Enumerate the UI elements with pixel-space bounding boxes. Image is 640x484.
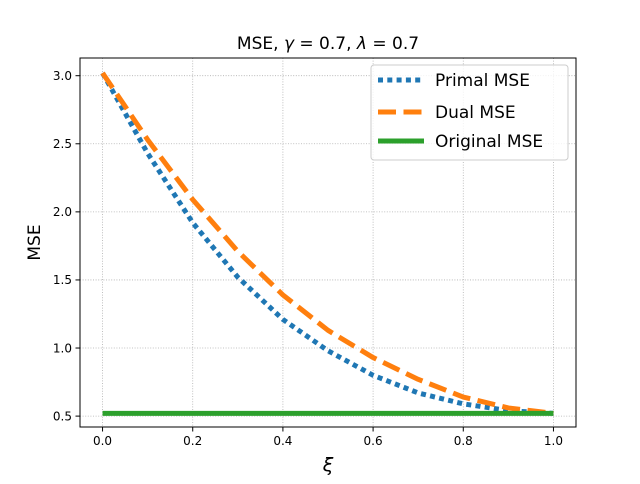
- legend-label: Original MSE: [435, 132, 543, 152]
- x-tick-label: 0.4: [273, 434, 292, 448]
- x-tick-label: 0.6: [364, 434, 383, 448]
- x-axis-label: ξ: [322, 454, 334, 476]
- x-tick-label: 0.8: [454, 434, 473, 448]
- y-tick-label: 0.5: [53, 409, 72, 423]
- x-tick-label: 1.0: [544, 434, 563, 448]
- grid-layer: [80, 58, 576, 427]
- y-tick-label: 2.0: [53, 205, 72, 219]
- legend-label: Dual MSE: [435, 103, 516, 123]
- legend-box: [370, 64, 569, 161]
- y-tick-label: 3.0: [53, 69, 72, 83]
- series-line-dual-mse: [100, 71, 554, 416]
- title-gamma-symbol: γ: [284, 34, 295, 54]
- y-tick-label: 1.5: [53, 273, 72, 287]
- y-tick-label: 1.0: [53, 341, 72, 355]
- title-prefix: MSE,: [237, 34, 284, 54]
- y-tick-label: 2.5: [53, 137, 72, 151]
- title-gamma-value: = 0.7,: [294, 34, 357, 54]
- legend-label: Primal MSE: [435, 71, 530, 91]
- chart-title: MSE, γ = 0.7, λ = 0.7: [237, 34, 419, 54]
- title-lambda-value: = 0.7: [367, 34, 419, 54]
- plot-frame: [79, 57, 577, 428]
- ticks-layer: 0.0 0.2 0.4 0.6 0.8 1.0 0.5 1.0 1.5 2.0 2.5 3.0: [53, 69, 563, 448]
- x-tick-label: 0.0: [93, 434, 112, 448]
- y-axis-label: MSE: [25, 224, 45, 260]
- title-lambda-symbol: λ: [356, 34, 367, 54]
- x-tick-label: 0.2: [183, 434, 202, 448]
- series-layer: [100, 71, 554, 416]
- series-line-primal-mse: [100, 71, 554, 416]
- legend: Primal MSE Dual MSE Original MSE: [370, 64, 569, 161]
